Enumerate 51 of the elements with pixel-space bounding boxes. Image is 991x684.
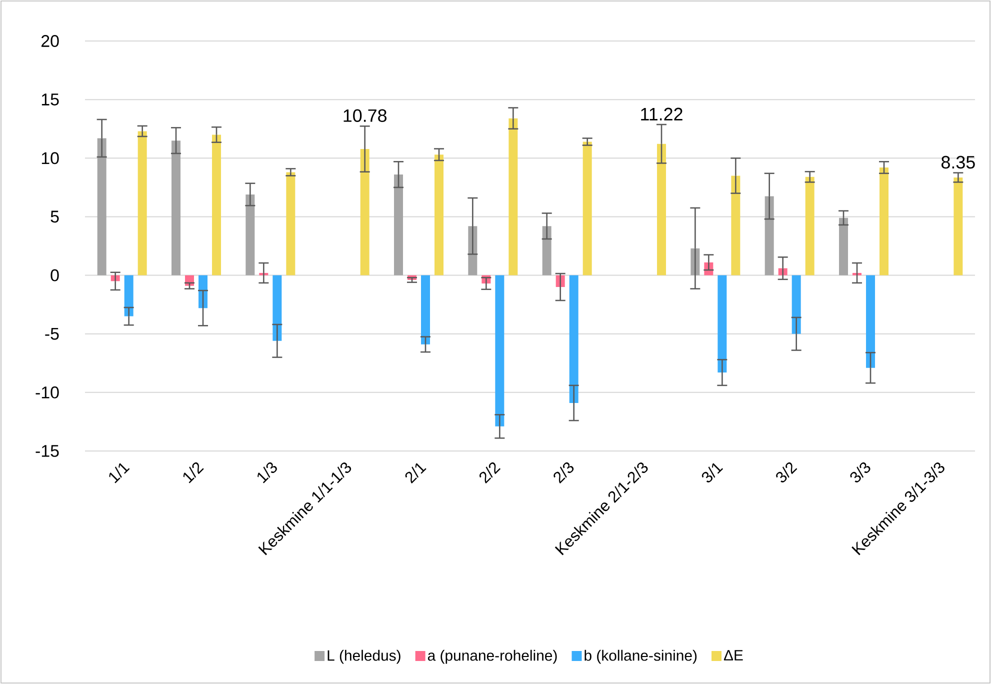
bar (286, 172, 296, 276)
bar (360, 149, 370, 276)
x-tick-label: 1/3 (257, 462, 277, 484)
bar (508, 118, 518, 276)
bar (731, 176, 740, 276)
bar (394, 174, 404, 276)
bar (421, 275, 430, 344)
x-tick-label: 3/2 (776, 462, 798, 482)
bar (839, 218, 848, 276)
y-tick-label: -5 (45, 328, 59, 340)
x-tick-label: 3/1 (702, 463, 724, 482)
bar (138, 131, 147, 276)
bar (542, 226, 552, 276)
y-tick-label: 20 (42, 35, 59, 47)
bar (582, 142, 592, 276)
x-tick-label: 1/1 (109, 463, 130, 484)
data-label: 10.78 (344, 109, 386, 122)
bar (954, 177, 963, 276)
legend-label: L (heledus) (328, 650, 400, 664)
bar (764, 196, 774, 276)
bar (97, 138, 106, 276)
data-label: 8.35 (942, 156, 975, 169)
bar (792, 275, 801, 334)
bar (718, 275, 727, 373)
x-tick-label: 2/2 (479, 462, 501, 484)
y-tick-label: -15 (36, 445, 59, 457)
y-tick-label: 15 (42, 94, 59, 106)
legend-label: b (kollane-sinine) (584, 650, 697, 664)
x-tick-label: 1/2 (183, 462, 204, 484)
legend-label: ΔE (724, 650, 743, 660)
bar (172, 140, 181, 276)
bar (866, 275, 876, 368)
bar (212, 134, 222, 276)
y-tick-label: 0 (50, 269, 59, 282)
bar (124, 275, 134, 316)
data-label: 11.22 (641, 108, 682, 120)
bar (495, 275, 504, 426)
bar (246, 194, 255, 276)
bar (657, 144, 666, 276)
bar (569, 275, 578, 403)
legend-label: a (punane-roheline) (428, 650, 557, 664)
bar (880, 168, 889, 276)
x-tick-label: 3/3 (850, 462, 870, 482)
bar (805, 176, 814, 276)
y-tick-label: 10 (42, 152, 59, 164)
y-tick-label: -10 (36, 386, 59, 398)
x-tick-label: 2/1 (405, 463, 426, 484)
bar (272, 275, 282, 341)
y-tick-label: 5 (50, 210, 59, 223)
x-tick-label: 2/3 (554, 462, 574, 484)
bar (434, 154, 444, 276)
